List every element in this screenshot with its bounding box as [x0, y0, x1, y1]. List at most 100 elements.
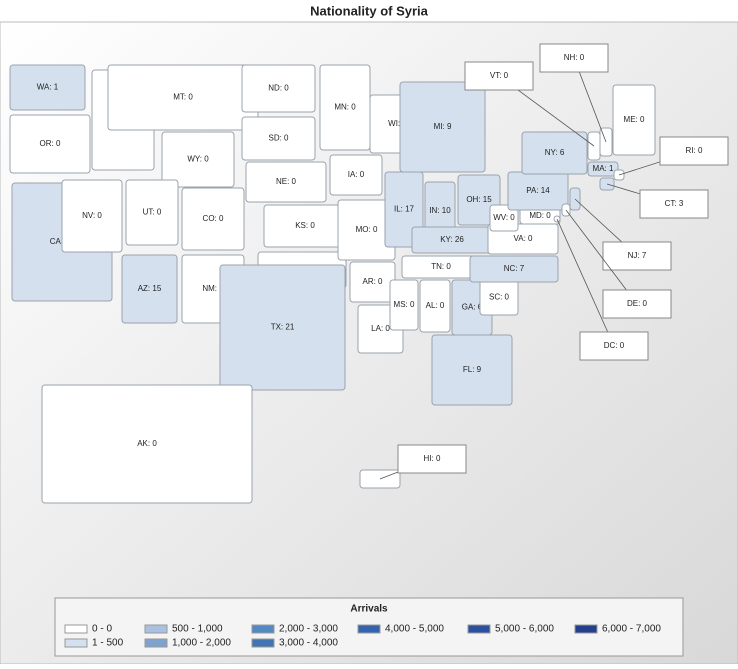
- state: [521, 131, 588, 175]
- state: [419, 279, 451, 333]
- state-label: DC: 0: [604, 341, 625, 350]
- legend-swatch: [64, 638, 88, 648]
- legend-label: 3,000 - 4,000: [279, 638, 338, 649]
- legend-label: 0 - 0: [92, 624, 112, 635]
- callout-box: [639, 189, 709, 219]
- legend-title: Arrivals: [350, 604, 388, 615]
- state: [399, 81, 486, 173]
- legend-swatch: [64, 624, 88, 634]
- state: [9, 64, 86, 111]
- legend-label: 6,000 - 7,000: [602, 624, 661, 635]
- title: Nationality of Syria: [310, 3, 429, 18]
- state-label: NM: 0: [202, 284, 224, 293]
- legend-label: 5,000 - 6,000: [495, 624, 554, 635]
- state-label: AR: 0: [362, 277, 383, 286]
- state-label: MT: 0: [173, 93, 193, 102]
- state-label: PA: 14: [526, 186, 550, 195]
- state-label: FL: 9: [463, 365, 482, 374]
- state-label: WV: 0: [493, 213, 515, 222]
- state: [329, 154, 383, 196]
- state-label: NJ: 7: [628, 251, 647, 260]
- callout-box: [539, 43, 609, 73]
- callout-box: [602, 241, 672, 271]
- callout-box: [397, 444, 467, 474]
- state-label: TX: 21: [271, 323, 295, 332]
- state-label: NE: 0: [276, 177, 297, 186]
- legend-swatch: [251, 638, 275, 648]
- state: [431, 334, 513, 406]
- state-label: VA: 0: [514, 234, 534, 243]
- legend-label: 2,000 - 3,000: [279, 624, 338, 635]
- state-label: MD: 0: [529, 211, 551, 220]
- state-label: AL: 0: [426, 301, 445, 310]
- state-label: CT: 3: [665, 199, 684, 208]
- state-label: NY: 6: [545, 148, 565, 157]
- state-label: MO: 0: [356, 225, 378, 234]
- state-label: ME: 0: [624, 115, 645, 124]
- state-label: ND: 0: [268, 84, 289, 93]
- state: [9, 114, 91, 174]
- state-label: AK: 0: [137, 439, 157, 448]
- legend-swatch: [144, 638, 168, 648]
- state-label: MA: 1: [593, 164, 614, 173]
- state-label: MS: 0: [394, 300, 415, 309]
- callout-box: [579, 331, 649, 361]
- state: [612, 84, 656, 156]
- state-label: KS: 0: [295, 221, 315, 230]
- leader-line: [556, 218, 615, 347]
- state-label: WY: 0: [187, 155, 209, 164]
- state-label: SD: 0: [268, 134, 289, 143]
- state-label: KY: 26: [440, 235, 464, 244]
- state-label: NV: 0: [82, 211, 102, 220]
- state: [121, 254, 178, 324]
- state: [41, 384, 253, 504]
- state-label: TN: 0: [431, 262, 451, 271]
- legend-label: 1 - 500: [92, 638, 124, 649]
- state-label: LA: 0: [371, 324, 390, 333]
- state-label: MI: 9: [434, 122, 452, 131]
- state: [469, 255, 559, 283]
- state-label: IL: 17: [394, 205, 415, 214]
- state-label: NH: 0: [564, 53, 585, 62]
- state: [181, 187, 245, 251]
- callout-box: [464, 61, 534, 91]
- state-label: VT: 0: [490, 71, 509, 80]
- state: [587, 161, 619, 177]
- legend-swatch: [144, 624, 168, 634]
- map: WA: 1OR: 0CA: 20NV: 0ID: 0MT: 0WY: 0UT: …: [9, 43, 729, 504]
- state-label: AZ: 15: [138, 284, 162, 293]
- state: [241, 116, 316, 161]
- state: [389, 279, 419, 331]
- leader-line: [565, 209, 638, 305]
- state-label: WI: 0: [388, 119, 407, 128]
- state: [219, 264, 346, 391]
- legend-swatch: [467, 624, 491, 634]
- state-label: WA: 1: [37, 83, 59, 92]
- state-label: OH: 15: [466, 195, 492, 204]
- legend-label: 1,000 - 2,000: [172, 638, 231, 649]
- callout-box: [602, 289, 672, 319]
- state-label: OR: 0: [40, 139, 61, 148]
- state-label: SC: 0: [489, 293, 510, 302]
- state-label: CO: 0: [203, 214, 224, 223]
- state-label: GA: 6: [462, 303, 483, 312]
- legend: 0 - 0 1 - 500 500 - 1,000 1,000 - 2,000 2,00…: [64, 624, 661, 649]
- state-label: NC: 7: [504, 264, 525, 273]
- state: [125, 179, 179, 246]
- state-label: UT: 0: [143, 208, 162, 217]
- state: [61, 179, 123, 253]
- state: [489, 204, 519, 232]
- state-label: MN: 0: [334, 103, 356, 112]
- legend-label: 500 - 1,000: [172, 624, 223, 635]
- callout-box: [659, 136, 729, 166]
- state: [161, 131, 235, 188]
- legend-swatch: [251, 624, 275, 634]
- legend-swatch: [357, 624, 381, 634]
- state-label: DE: 0: [627, 299, 648, 308]
- state: [245, 161, 327, 203]
- state-label: RI: 0: [686, 146, 703, 155]
- state: [241, 64, 316, 113]
- legend-swatch: [574, 624, 598, 634]
- state-label: IN: 10: [429, 206, 451, 215]
